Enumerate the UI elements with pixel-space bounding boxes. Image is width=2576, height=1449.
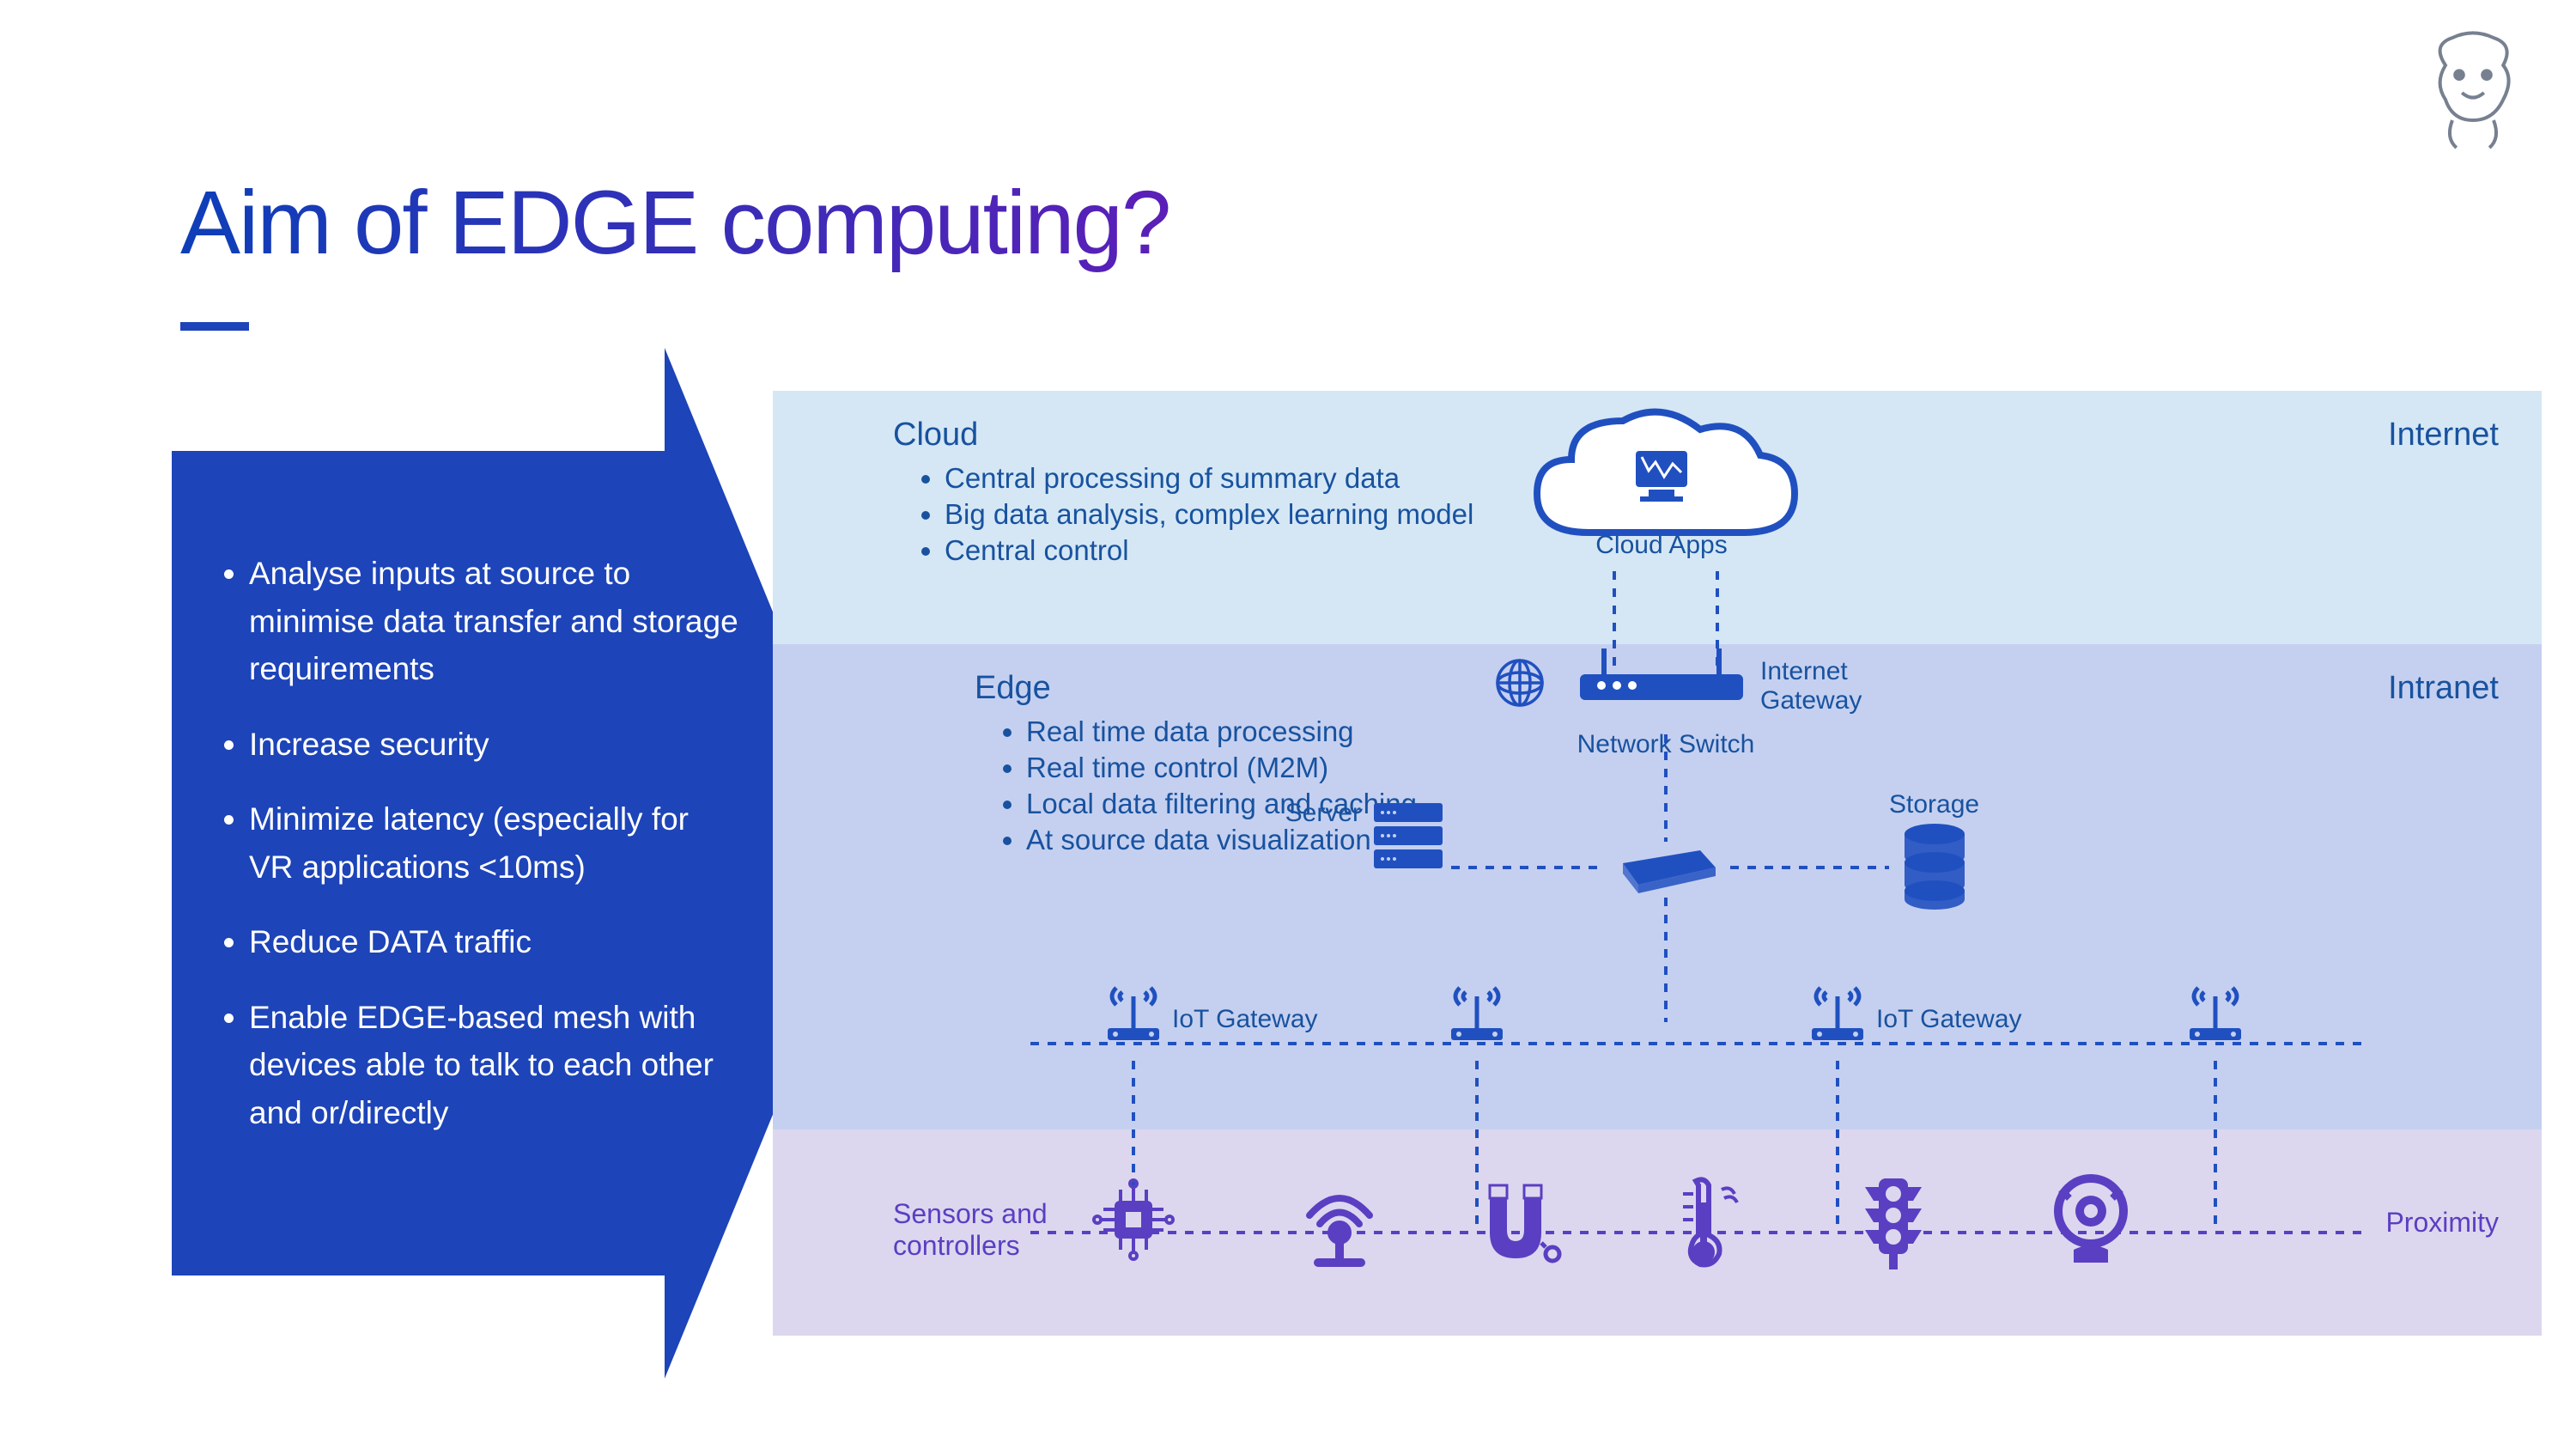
cloud-apps-node: Cloud Apps — [1520, 404, 1803, 560]
aim-item: Analyse inputs at source to minimise dat… — [249, 550, 738, 693]
aims-list: Analyse inputs at source to minimise dat… — [223, 550, 738, 1164]
storage-icon — [1900, 824, 1969, 910]
antenna-icon — [1447, 975, 1507, 1044]
router-icon — [1580, 674, 1743, 700]
server-label: Server — [1267, 799, 1361, 828]
sensor-camera-icon — [2044, 1168, 2138, 1275]
slide-title: Aim of EDGE computing? — [180, 172, 1170, 275]
layer-cloud-right: Internet — [2388, 417, 2499, 454]
sensors-left-label: Sensors and controllers — [893, 1198, 1065, 1262]
server-icon — [1370, 799, 1447, 876]
sensor-wifi-icon — [1292, 1168, 1387, 1275]
switch-icon — [1614, 837, 1717, 902]
aim-item: Increase security — [249, 721, 738, 769]
sensors-right-label: Proximity — [2385, 1207, 2499, 1239]
iot-gateway-4 — [2185, 975, 2245, 1048]
antenna-icon — [2185, 975, 2245, 1044]
aim-item: Reduce DATA traffic — [249, 918, 738, 966]
layer-edge-right: Intranet — [2388, 670, 2499, 707]
internet-gateway-node: Internet Gateway — [1580, 674, 1743, 700]
architecture-layers: Cloud Internet Central processing of sum… — [773, 391, 2542, 1336]
globe-icon — [1494, 657, 1546, 713]
server-node: Server — [1370, 799, 1447, 880]
sensor-traffic-light-icon — [1846, 1168, 1941, 1275]
gorilla-logo-icon — [2404, 17, 2542, 155]
sensor-thermometer-icon — [1657, 1168, 1752, 1275]
edge-bullet: Real time control (M2M) — [1026, 752, 1507, 784]
edge-bullet: Real time data processing — [1026, 715, 1507, 748]
storage-node: Storage — [1889, 790, 1979, 914]
internet-gateway-label: Internet Gateway — [1760, 657, 1915, 715]
iot-gateway-3: IoT Gateway — [1807, 975, 1868, 1048]
iot-gateway-1: IoT Gateway — [1103, 975, 1163, 1048]
iot-gateway-label: IoT Gateway — [1172, 1005, 1344, 1034]
aim-item: Enable EDGE-based mesh with devices able… — [249, 994, 738, 1137]
sensor-magnet-icon — [1468, 1168, 1563, 1275]
network-switch-label: Network Switch — [1571, 730, 1760, 759]
title-underline — [180, 322, 249, 331]
storage-label: Storage — [1889, 790, 1979, 819]
sensor-chip-icon — [1086, 1168, 1181, 1275]
iot-gateway-2 — [1447, 975, 1507, 1048]
antenna-icon — [1103, 975, 1163, 1044]
network-switch-node: Network Switch — [1571, 730, 1760, 759]
iot-gateway-label: IoT Gateway — [1876, 1005, 2048, 1034]
aim-item: Minimize latency (especially for VR appl… — [249, 795, 738, 891]
antenna-icon — [1807, 975, 1868, 1044]
cloud-icon — [1520, 404, 1803, 558]
